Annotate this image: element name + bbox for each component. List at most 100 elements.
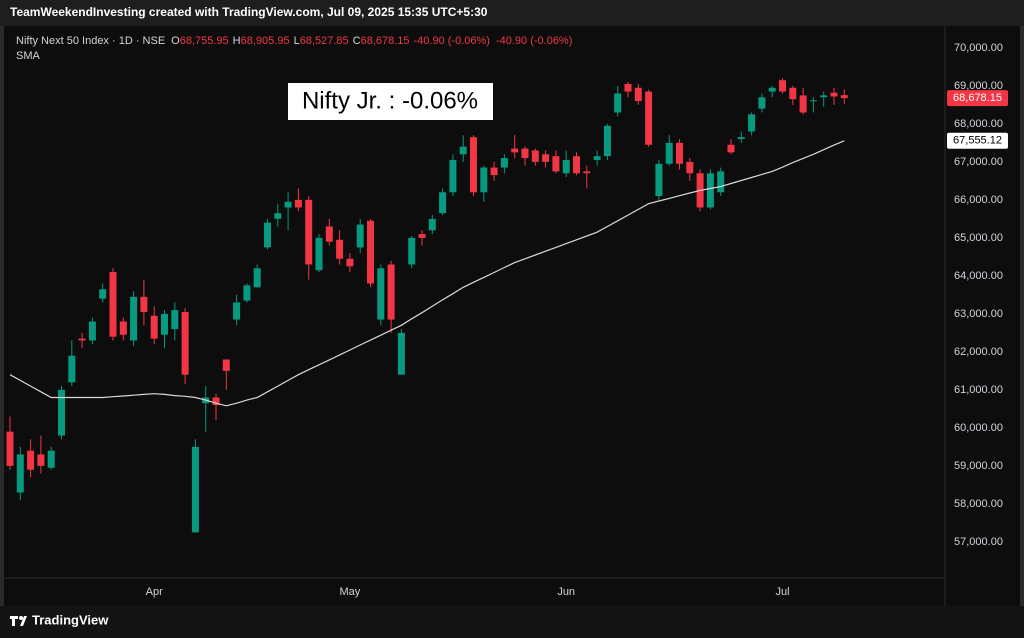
header-bar	[0, 0, 1024, 26]
candle-body	[511, 148, 519, 153]
candle-body	[603, 125, 611, 157]
candle	[470, 135, 477, 197]
candle-body	[799, 95, 807, 113]
annotation: Nifty Jr. : -0.06%	[302, 87, 478, 114]
candle	[717, 167, 725, 197]
candle	[315, 234, 323, 273]
candle-body	[346, 258, 354, 267]
candle-body	[47, 450, 55, 468]
price-label: 68,678.15	[953, 92, 1002, 104]
candle	[119, 317, 127, 341]
candle	[294, 188, 302, 212]
legend-key: O	[171, 35, 180, 47]
candle	[16, 446, 24, 501]
candle	[222, 359, 230, 390]
legend-symbol: Nifty Next 50 Index · 1D · NSE	[16, 35, 165, 47]
y-tick-label: 61,000.00	[954, 384, 1003, 396]
candle	[686, 158, 694, 181]
candle-body	[439, 192, 447, 214]
candle-body	[521, 148, 529, 159]
candle-body	[243, 285, 251, 301]
candle-body	[634, 87, 642, 102]
candle-body	[624, 83, 632, 92]
candle	[37, 435, 45, 474]
candle-body	[99, 289, 107, 299]
y-tick-label: 57,000.00	[954, 536, 1003, 548]
candle	[552, 150, 560, 174]
candle	[346, 253, 354, 273]
candle-body	[119, 321, 127, 335]
candle	[243, 283, 251, 303]
candle	[758, 93, 766, 113]
candle-body	[428, 218, 436, 231]
candle	[521, 146, 529, 166]
candle	[367, 218, 374, 288]
legend-value: 68,527.85	[300, 35, 349, 47]
candle-body	[490, 167, 498, 176]
price-label-box	[947, 132, 1008, 149]
candle	[397, 329, 405, 375]
candle-body	[418, 234, 426, 238]
candle	[645, 89, 653, 147]
candle	[418, 230, 426, 246]
candle	[840, 89, 848, 104]
candle-body	[274, 213, 282, 219]
annotation-box	[288, 83, 493, 120]
candle	[562, 150, 570, 178]
candle	[181, 308, 189, 385]
candle	[6, 416, 14, 470]
y-tick-label: 63,000.00	[954, 308, 1003, 320]
y-tick-label: 69,000.00	[954, 80, 1003, 92]
y-tick-label: 70,000.00	[954, 42, 1003, 54]
candle	[490, 161, 498, 181]
candle-body	[387, 264, 395, 320]
candle-body	[789, 87, 797, 100]
sma-line	[9, 140, 845, 407]
y-tick-label: 65,000.00	[954, 232, 1003, 244]
candle-body	[779, 80, 786, 92]
candle	[573, 152, 580, 176]
candle-body	[181, 311, 189, 375]
candle-body	[676, 142, 683, 164]
candle-body	[109, 272, 117, 337]
footer-bar	[0, 606, 1024, 638]
candle	[212, 393, 220, 421]
candle-body	[161, 313, 168, 335]
candle	[305, 196, 313, 280]
candle-body	[336, 239, 344, 259]
candle-body	[68, 355, 76, 383]
candle	[593, 150, 601, 166]
candle	[274, 203, 282, 227]
legend-indicator: SMA	[16, 50, 41, 62]
legend-key: C	[353, 35, 361, 47]
legend-value: 68,905.95	[241, 35, 290, 47]
candle	[78, 332, 86, 349]
candle	[779, 78, 786, 94]
legend-change: -40.90 (-0.06%)	[496, 35, 572, 47]
candle	[531, 148, 539, 166]
candle-body	[645, 91, 653, 145]
candle-body	[408, 237, 416, 265]
candle-body	[233, 302, 241, 320]
candle-body	[809, 100, 817, 102]
candle	[336, 230, 344, 265]
candle	[511, 135, 519, 159]
candle-body	[737, 137, 745, 140]
candle	[748, 112, 756, 136]
candle-body	[130, 296, 138, 341]
candle	[583, 165, 591, 189]
candle	[140, 279, 148, 326]
candle	[706, 169, 714, 210]
candle-body	[305, 199, 313, 265]
candle	[799, 87, 807, 115]
legend-change: -40.90 (-0.06%)	[414, 35, 490, 47]
candle	[191, 439, 199, 533]
candle-body	[614, 93, 622, 113]
candle-body	[397, 332, 405, 375]
candle-body	[6, 431, 14, 466]
price-label: 67,555.12	[953, 135, 1002, 147]
x-tick-label: May	[340, 586, 361, 598]
candle-body	[727, 144, 735, 153]
